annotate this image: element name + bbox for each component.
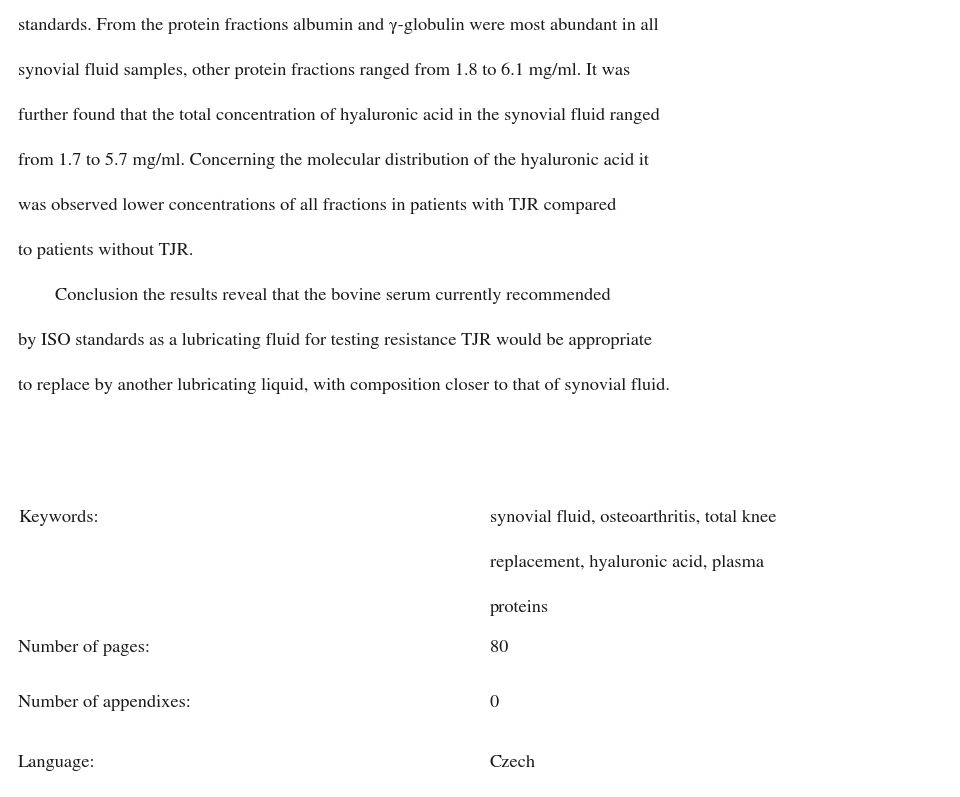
Text: by ISO standards as a lubricating fluid for testing resistance TJR would be appr: by ISO standards as a lubricating fluid … — [18, 333, 652, 349]
Text: to patients without TJR.: to patients without TJR. — [18, 243, 193, 259]
Text: Conclusion the results reveal that the bovine serum currently recommended: Conclusion the results reveal that the b… — [18, 288, 611, 304]
Text: Language:: Language: — [18, 755, 96, 771]
Text: was observed lower concentrations of all fractions in patients with TJR compared: was observed lower concentrations of all… — [18, 198, 616, 214]
Text: synovial fluid samples, other protein fractions ranged from 1.8 to 6.1 mg/ml. It: synovial fluid samples, other protein fr… — [18, 63, 630, 80]
Text: to replace by another lubricating liquid, with composition closer to that of syn: to replace by another lubricating liquid… — [18, 378, 670, 394]
Text: Keywords:: Keywords: — [18, 510, 99, 526]
Text: 0: 0 — [490, 695, 499, 711]
Text: standards. From the protein fractions albumin and γ-globulin were most abundant : standards. From the protein fractions al… — [18, 18, 659, 34]
Text: synovial fluid, osteoarthritis, total knee: synovial fluid, osteoarthritis, total kn… — [490, 510, 777, 526]
Text: proteins: proteins — [490, 600, 549, 616]
Text: Number of appendixes:: Number of appendixes: — [18, 695, 191, 711]
Text: Czech: Czech — [490, 755, 536, 771]
Text: 80: 80 — [490, 640, 509, 656]
Text: Number of pages:: Number of pages: — [18, 640, 150, 656]
Text: further found that the total concentration of hyaluronic acid in the synovial fl: further found that the total concentrati… — [18, 108, 660, 124]
Text: replacement, hyaluronic acid, plasma: replacement, hyaluronic acid, plasma — [490, 555, 764, 571]
Text: from 1.7 to 5.7 mg/ml. Concerning the molecular distribution of the hyaluronic a: from 1.7 to 5.7 mg/ml. Concerning the mo… — [18, 153, 649, 170]
